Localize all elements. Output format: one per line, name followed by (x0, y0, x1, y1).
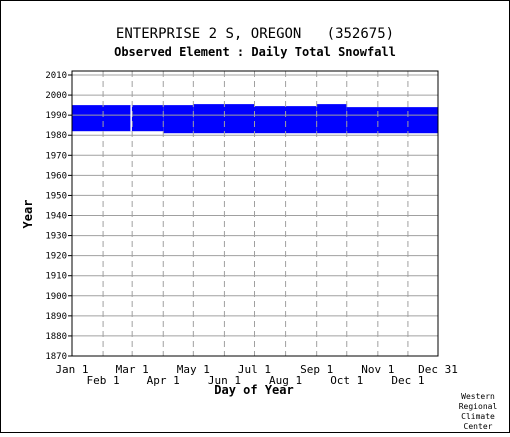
y-tick-label-1960: 1960 (45, 171, 67, 181)
coverage-bar-0 (72, 105, 132, 132)
y-axis-label: Year (21, 200, 35, 229)
credit-line-2: Climate (461, 412, 495, 421)
y-tick-label-1940: 1940 (45, 212, 67, 222)
credit-line-1: Regional (459, 402, 498, 411)
y-tick-label-1950: 1950 (45, 191, 67, 201)
y-tick-label-1920: 1920 (45, 252, 67, 262)
coverage-bar-5 (316, 104, 347, 134)
coverage-bar-4 (254, 106, 317, 134)
y-tick-label-1930: 1930 (45, 232, 67, 242)
y-tick-label-1970: 1970 (45, 151, 67, 161)
y-tick-label-1880: 1880 (45, 332, 67, 342)
x-tick-label-jun-1: Jun 1 (208, 374, 241, 387)
coverage-bar-2 (163, 105, 194, 134)
x-tick-label-jan-1: Jan 1 (55, 363, 88, 376)
plot-border (71, 70, 439, 357)
y-tick-label-2010: 2010 (45, 71, 67, 81)
x-tick-label-mar-1: Mar 1 (116, 363, 149, 376)
chart-title: ENTERPRISE 2 S, OREGON (352675) (116, 26, 394, 42)
coverage-bar-6 (346, 107, 438, 134)
coverage-bar-3 (193, 104, 255, 134)
x-tick-label-feb-1: Feb 1 (87, 374, 120, 387)
coverage-bar-1 (131, 105, 164, 132)
x-tick-label-nov-1: Nov 1 (361, 363, 394, 376)
y-tick-label-1980: 1980 (45, 131, 67, 141)
plot-area: 1870 1880 1890 1900 1910 1920 1930 1940 1950 1960… (45, 70, 458, 387)
x-tick-label-may-1: May 1 (177, 363, 210, 376)
y-tick-label-1910: 1910 (45, 272, 67, 282)
x-tick-label-apr-1: Apr 1 (147, 374, 180, 387)
x-tick-label-aug-1: Aug 1 (269, 374, 302, 387)
credit-line-3: Center (464, 422, 493, 431)
chart-subtitle: Observed Element : Daily Total Snowfall (114, 45, 396, 59)
y-tick-label-1900: 1900 (45, 292, 67, 302)
credit-line-0: Western (461, 392, 495, 401)
x-tick-label-jul-1: Jul 1 (238, 363, 271, 376)
x-axis-label: Day of Year (214, 383, 293, 397)
y-tick-label-1870: 1870 (45, 352, 67, 362)
x-tick-label-oct-1: Oct 1 (330, 374, 363, 387)
x-tick-label-sep-1: Sep 1 (300, 363, 333, 376)
y-tick-label-1890: 1890 (45, 312, 67, 322)
y-tick-label-2000: 2000 (45, 91, 67, 101)
x-tick-label-dec-1: Dec 1 (391, 374, 424, 387)
y-tick-label-1990: 1990 (45, 111, 67, 121)
x-tick-label-dec-31: Dec 31 (418, 363, 458, 376)
